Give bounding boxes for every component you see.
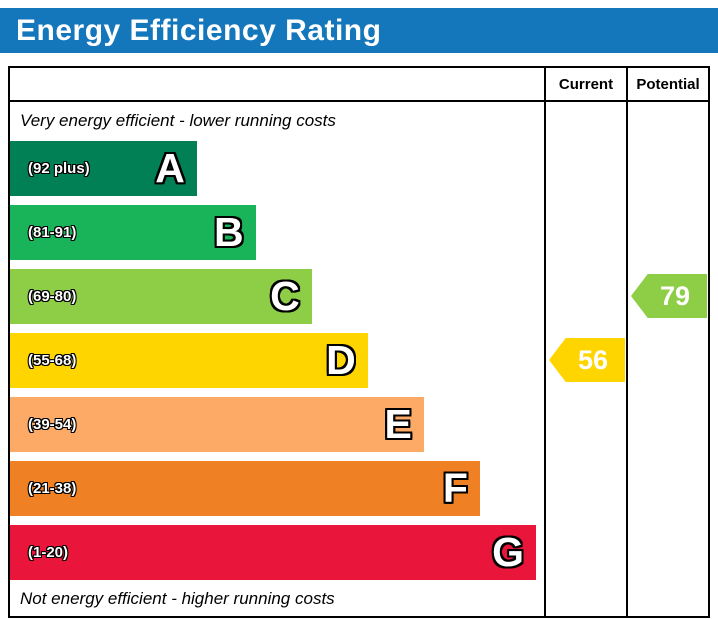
band-bar: (55-68) D: [10, 332, 368, 388]
current-column: 56: [544, 102, 626, 616]
band-row: (55-68) D: [10, 328, 544, 392]
band-range-label: (39-54): [28, 415, 77, 433]
band-letter: C: [270, 272, 300, 319]
band-range-label: (69-80): [28, 287, 77, 305]
band-letter: F: [442, 464, 468, 511]
top-note: Very energy efficient - lower running co…: [20, 111, 336, 130]
band-row: (81-91) B: [10, 200, 544, 264]
band-range-label: (55-68): [28, 351, 77, 369]
current-column-header: Current: [544, 68, 626, 102]
page-title: Energy Efficiency Rating: [16, 13, 382, 47]
band-range-label: (1-20): [28, 543, 69, 561]
band-bar: (69-80) C: [10, 268, 312, 324]
bands-container: (92 plus) A (81-91) B (69-80) C (55-68) …: [10, 136, 544, 584]
band-row: (39-54) E: [10, 392, 544, 456]
band-range-label: (21-38): [28, 479, 77, 497]
page-title-bar: Energy Efficiency Rating: [0, 8, 718, 53]
band-letter: G: [492, 528, 524, 575]
band-letter: B: [214, 208, 244, 255]
band-row: (69-80) C: [10, 264, 544, 328]
band-letter: D: [326, 336, 356, 383]
band-range-label: (81-91): [28, 223, 77, 241]
band-bar: (21-38) F: [10, 460, 480, 516]
band-bar: (81-91) B: [10, 204, 256, 260]
band-row: (1-20) G: [10, 520, 544, 584]
band-range-label: (92 plus): [28, 159, 90, 177]
potential-column: 79: [626, 102, 708, 616]
current-rating-value: 56: [577, 344, 609, 375]
current-rating-arrow: 56: [549, 338, 625, 382]
band-row: (21-38) F: [10, 456, 544, 520]
bands-panel: Very energy efficient - lower running co…: [10, 102, 544, 616]
bottom-note: Not energy efficient - higher running co…: [20, 589, 335, 608]
potential-rating-value: 79: [659, 280, 691, 311]
band-row: (92 plus) A: [10, 136, 544, 200]
band-letter: A: [155, 144, 185, 191]
band-bar: (1-20) G: [10, 524, 536, 580]
band-bar: (92 plus) A: [10, 140, 197, 196]
band-letter: E: [384, 400, 412, 447]
band-bar: (39-54) E: [10, 396, 424, 452]
potential-column-header: Potential: [626, 68, 708, 102]
energy-efficiency-chart: Current Potential Very energy efficient …: [8, 66, 710, 618]
rating-column-header-blank: [10, 68, 544, 102]
potential-rating-arrow: 79: [631, 274, 707, 318]
